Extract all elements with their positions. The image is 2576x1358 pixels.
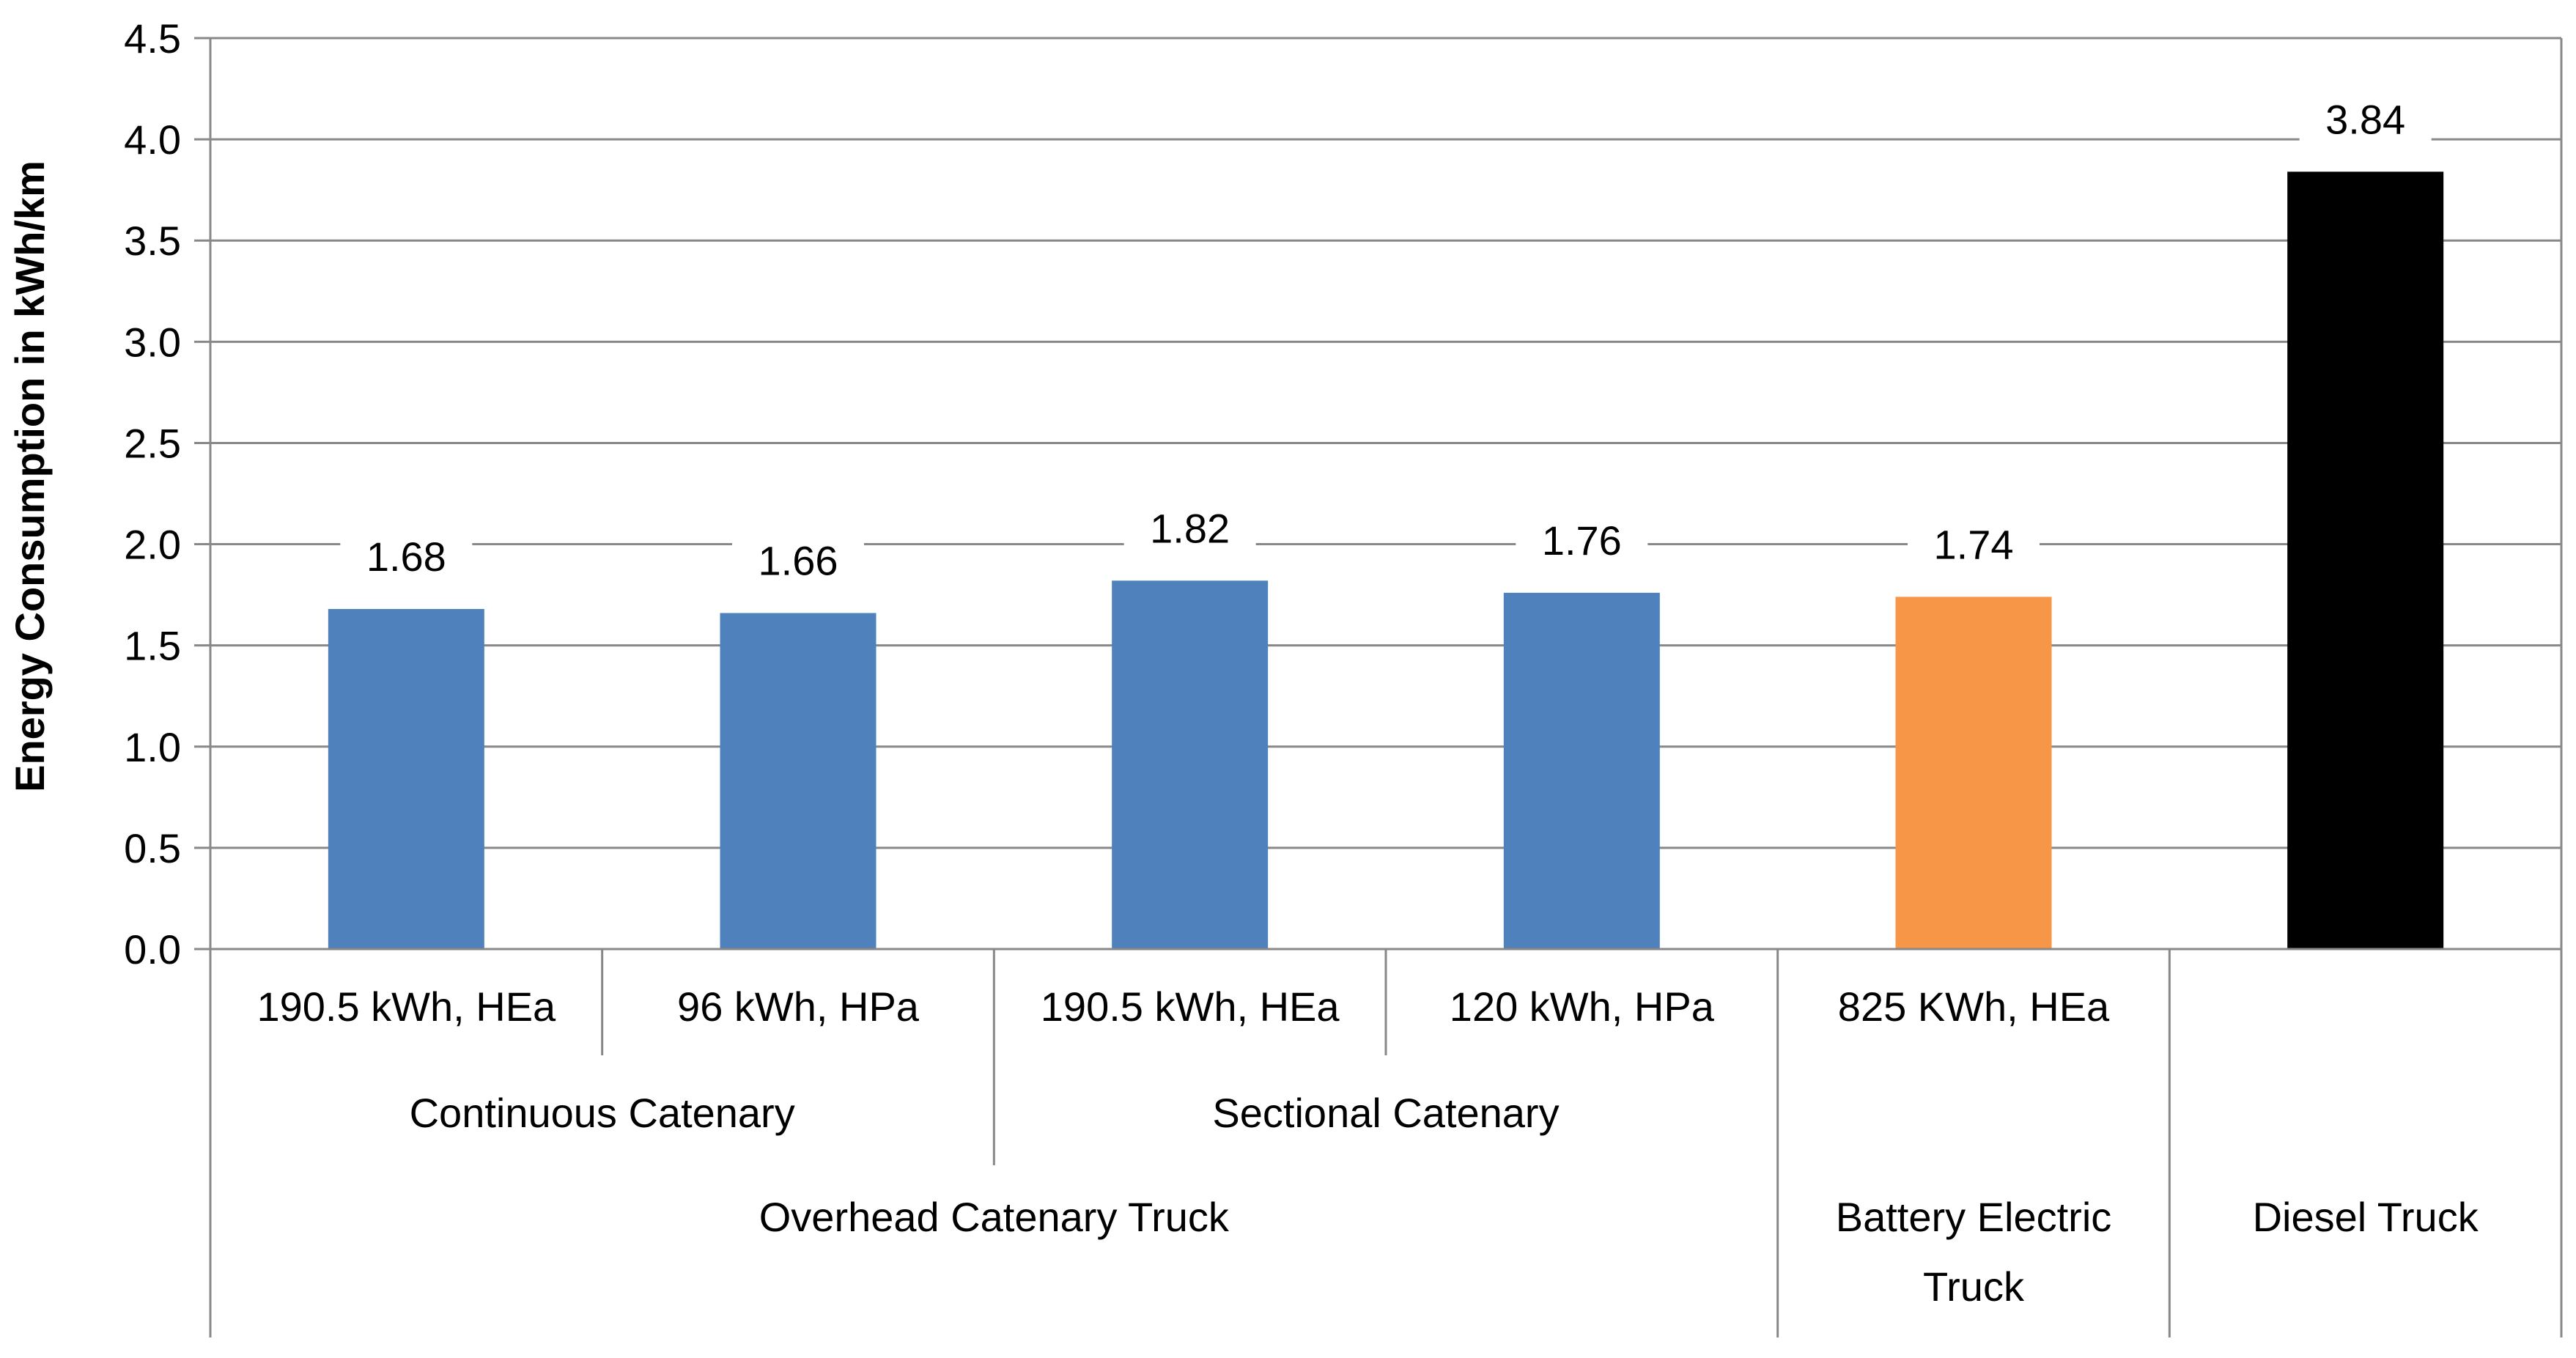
x-category-labels: 190.5 kWh, HEa 96 kWh, HPa 190.5 kWh, HEa 1…	[257, 984, 2479, 1310]
y-tick-label: 2.5	[124, 420, 181, 466]
y-tick-label: 4.5	[124, 15, 181, 62]
data-label: 1.82	[1150, 505, 1230, 551]
group-label: Battery Electric Truck	[1836, 1194, 2112, 1310]
category-label: 96 kWh, HPa	[677, 984, 920, 1030]
group-label: Diesel Truck	[2253, 1194, 2479, 1240]
bar	[2287, 171, 2444, 950]
bar	[720, 613, 876, 949]
y-tick-label: 4.0	[124, 117, 181, 163]
bar	[1112, 580, 1269, 949]
data-label-bg	[1516, 516, 1648, 569]
bar	[1895, 597, 2052, 949]
group-label-line: Overhead Catenary Truck	[759, 1194, 1230, 1240]
data-label-bg	[1908, 520, 2040, 574]
group-label-line: Diesel Truck	[2253, 1194, 2479, 1240]
data-label: 1.74	[1934, 521, 2014, 567]
data-label-bg	[340, 532, 473, 586]
bar	[1503, 592, 1660, 949]
category-label: 120 kWh, HPa	[1450, 984, 1715, 1030]
subgroup-label: Continuous Catenary	[410, 1090, 795, 1136]
y-tick-label: 1.5	[124, 623, 181, 669]
category-label: 190.5 kWh, HEa	[1041, 984, 1340, 1030]
group-label-line: Battery Electric	[1836, 1194, 2112, 1240]
y-tick-labels: 0.0 0.5 1.0 1.5 2.0 2.5 3.0 3.5 4.0 4.5	[124, 15, 181, 973]
gridlines	[194, 37, 2561, 951]
group-label: Overhead Catenary Truck	[759, 1194, 1230, 1240]
data-label: 1.68	[366, 534, 446, 580]
bars	[328, 171, 2444, 950]
y-tick-label: 2.0	[124, 522, 181, 568]
data-label: 3.84	[2325, 96, 2405, 142]
data-label: 1.66	[759, 537, 838, 583]
data-label-bg	[2299, 95, 2432, 149]
group-label-line: Truck	[1923, 1263, 2025, 1310]
y-tick-label: 0.5	[124, 825, 181, 871]
y-tick-label: 3.0	[124, 319, 181, 365]
category-label: 190.5 kWh, HEa	[257, 984, 556, 1030]
category-label: 825 KWh, HEa	[1838, 984, 2110, 1030]
axes	[209, 38, 2563, 1337]
data-label-bg	[732, 536, 864, 590]
data-label: 1.76	[1542, 517, 1622, 564]
y-tick-label: 1.0	[124, 724, 181, 770]
data-labels: 1.68 1.66 1.82 1.76 1.74 3.84	[340, 95, 2432, 590]
y-tick-label: 0.0	[124, 926, 181, 973]
data-label-bg	[1123, 504, 1256, 558]
y-tick-label: 3.5	[124, 218, 181, 264]
bar	[328, 608, 484, 949]
y-axis-label: Energy Consumption in kWh/km	[7, 160, 53, 792]
subgroup-label: Sectional Catenary	[1212, 1090, 1559, 1136]
